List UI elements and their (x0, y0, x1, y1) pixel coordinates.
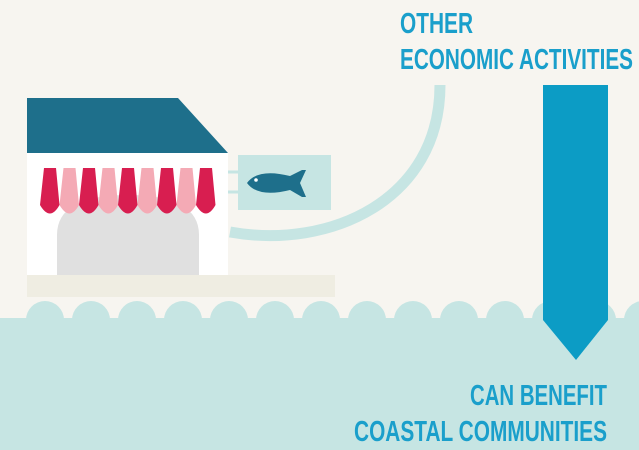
wave (302, 301, 340, 339)
arc (229, 84, 446, 241)
wave (210, 301, 248, 339)
awning-stripe (118, 168, 138, 214)
top-label-line2: ECONOMIC ACTIVITIES (400, 44, 633, 76)
awning-stripe (59, 168, 79, 214)
awning-stripe (157, 168, 177, 214)
awning-stripe (79, 168, 99, 214)
awning-stripe (176, 168, 196, 214)
bottom-label-line1: CAN BENEFIT (470, 380, 607, 412)
top-label-line1: OTHER (400, 8, 473, 40)
wave (624, 301, 639, 339)
wave (164, 301, 202, 339)
wave (72, 301, 110, 339)
arrow (543, 85, 608, 360)
awning-stripe (98, 168, 118, 214)
wave (118, 301, 156, 339)
wave (440, 301, 478, 339)
awning-stripe (196, 168, 216, 214)
awning-stripe (40, 168, 60, 214)
wave (486, 301, 524, 339)
dock (27, 275, 335, 297)
awning-stripe (137, 168, 157, 214)
wave (26, 301, 64, 339)
bottom-label-line2: COASTAL COMMUNITIES (354, 416, 607, 448)
shop (27, 98, 228, 275)
wave (394, 301, 432, 339)
fish-sign (228, 155, 331, 210)
wave (256, 301, 294, 339)
wave (348, 301, 386, 339)
water (0, 301, 639, 450)
